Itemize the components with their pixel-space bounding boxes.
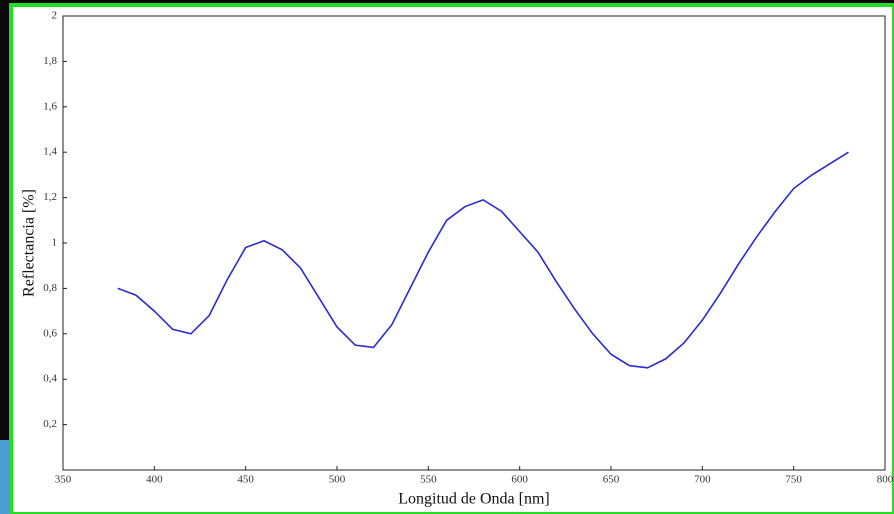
x-tick-label: 600 <box>511 474 528 486</box>
y-tick-label: 0,8 <box>43 282 57 294</box>
x-tick-label: 700 <box>694 474 711 486</box>
frame <box>9 3 894 514</box>
x-tick-label: 550 <box>420 474 437 486</box>
y-tick-label: 1,2 <box>43 191 57 203</box>
x-axis-label: Longitud de Onda [nm] <box>398 491 550 508</box>
y-tick-label: 0,6 <box>43 327 57 339</box>
y-tick-label: 1 <box>52 237 58 249</box>
x-tick-label: 450 <box>237 474 254 486</box>
x-tick-label: 650 <box>603 474 620 486</box>
y-tick-label: 2 <box>52 10 58 22</box>
y-axis-label: Reflectancia [%] <box>21 189 38 297</box>
data-line <box>117 151 849 369</box>
y-tick-label: 1,4 <box>43 146 57 158</box>
x-tick-label: 400 <box>146 474 163 486</box>
y-tick-label: 0,4 <box>43 373 57 385</box>
x-tick-label: 750 <box>785 474 802 486</box>
x-tick-label: 800 <box>877 474 894 486</box>
x-tick-label: 350 <box>55 474 72 486</box>
x-tick-label: 500 <box>329 474 346 486</box>
y-tick-label: 1,8 <box>43 55 57 67</box>
y-tick-label: 1,6 <box>43 100 57 112</box>
y-tick-label: 0,2 <box>43 418 57 430</box>
